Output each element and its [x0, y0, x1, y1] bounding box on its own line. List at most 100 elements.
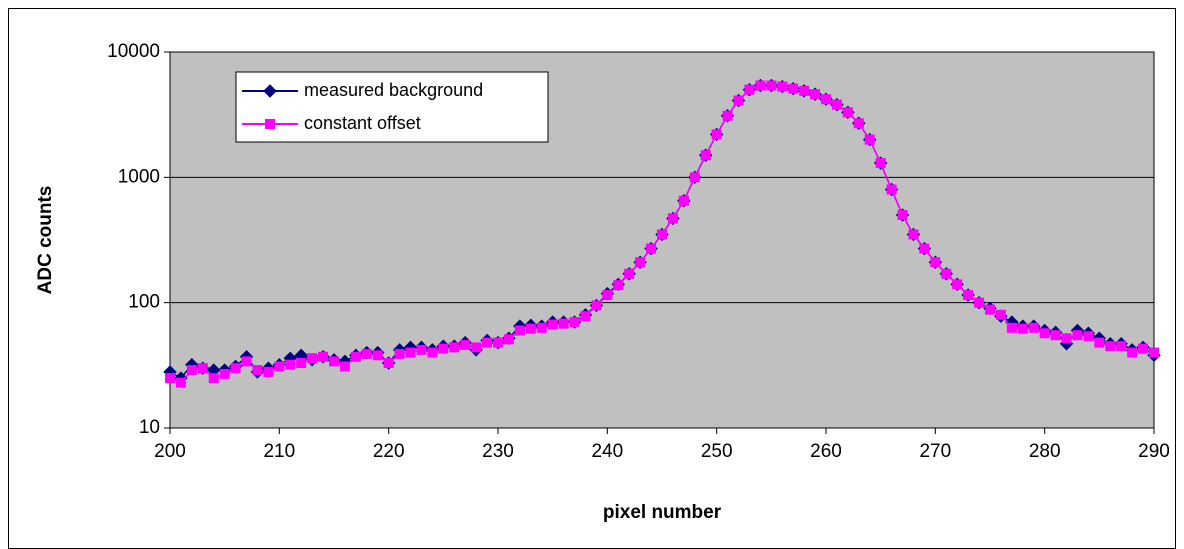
data-point — [438, 343, 449, 354]
data-point — [230, 363, 241, 374]
data-point — [1006, 322, 1017, 333]
data-point — [700, 150, 711, 161]
data-point — [536, 322, 547, 333]
data-point — [1083, 331, 1094, 342]
x-tick-label: 220 — [373, 441, 405, 462]
data-point — [482, 337, 493, 348]
data-point — [678, 195, 689, 206]
x-tick-label: 240 — [591, 441, 623, 462]
y-tick-label: 10 — [139, 417, 160, 438]
data-point — [263, 366, 274, 377]
data-point — [908, 229, 919, 240]
x-tick-label: 200 — [154, 441, 186, 462]
data-point — [591, 300, 602, 311]
y-tick-label: 10000 — [107, 41, 160, 62]
data-point — [361, 348, 372, 359]
data-point — [635, 257, 646, 268]
data-point — [329, 356, 339, 367]
y-tick-label: 1000 — [118, 166, 160, 187]
data-point — [766, 80, 777, 91]
legend-marker — [265, 119, 275, 129]
data-point — [963, 290, 974, 301]
data-point — [252, 365, 263, 376]
data-point — [296, 358, 307, 369]
data-point — [525, 323, 536, 334]
data-point — [602, 290, 613, 301]
data-point — [722, 110, 733, 121]
data-point — [1028, 322, 1039, 333]
data-point — [197, 363, 208, 374]
data-point — [285, 359, 296, 370]
data-point — [853, 118, 864, 129]
x-tick-label: 280 — [1029, 441, 1061, 462]
data-point — [219, 368, 230, 379]
legend-label: constant offset — [304, 113, 421, 133]
data-point — [711, 129, 722, 140]
data-point — [580, 311, 591, 322]
data-point — [1039, 328, 1050, 339]
data-point — [339, 361, 350, 372]
x-tick-label: 230 — [482, 441, 514, 462]
data-point — [831, 99, 842, 110]
legend-label: measured background — [304, 80, 483, 100]
data-point — [460, 339, 471, 350]
data-point — [810, 89, 821, 100]
data-point — [1105, 341, 1116, 352]
data-point — [897, 210, 908, 221]
data-point — [974, 297, 985, 308]
data-point — [208, 373, 219, 384]
data-point — [733, 95, 744, 106]
data-point — [1061, 333, 1072, 344]
data-point — [777, 81, 788, 92]
data-point — [449, 342, 460, 353]
data-point — [372, 350, 383, 361]
data-point — [842, 107, 853, 118]
y-axis-title: ADC counts — [35, 186, 56, 295]
data-point — [503, 334, 514, 345]
data-point — [799, 85, 810, 96]
data-point — [1116, 341, 1127, 352]
data-point — [995, 309, 1006, 320]
y-tick-label: 100 — [128, 292, 160, 313]
x-tick-label: 260 — [810, 441, 842, 462]
x-tick-label: 270 — [919, 441, 951, 462]
data-point — [919, 243, 930, 254]
legend — [235, 71, 549, 143]
data-point — [416, 344, 427, 355]
data-point — [1149, 347, 1159, 358]
data-point — [821, 94, 831, 105]
data-point — [744, 84, 755, 95]
data-point — [569, 317, 580, 328]
data-point — [405, 347, 416, 358]
data-point — [657, 229, 667, 240]
data-point — [941, 268, 952, 279]
data-point — [1017, 323, 1028, 334]
data-point — [875, 158, 886, 169]
data-point — [547, 319, 558, 330]
data-point — [274, 361, 285, 372]
data-point — [886, 184, 897, 195]
data-point — [755, 80, 766, 91]
data-point — [558, 318, 569, 329]
data-point — [624, 268, 635, 279]
data-point — [318, 351, 329, 362]
data-point — [864, 134, 875, 145]
data-point — [165, 373, 175, 384]
data-point — [1050, 330, 1061, 341]
data-point — [394, 348, 405, 359]
x-tick-label: 250 — [701, 441, 733, 462]
legend-marker — [263, 84, 277, 98]
data-point — [667, 213, 678, 224]
x-axis-title: pixel number — [603, 502, 722, 523]
data-point — [1138, 343, 1149, 354]
data-point — [613, 280, 624, 291]
x-tick-label: 290 — [1138, 441, 1170, 462]
data-point — [788, 83, 799, 94]
data-point — [646, 243, 657, 254]
data-point — [350, 351, 361, 362]
data-point — [383, 358, 394, 369]
data-point — [952, 279, 963, 290]
data-point — [689, 172, 700, 183]
data-point — [175, 377, 186, 388]
